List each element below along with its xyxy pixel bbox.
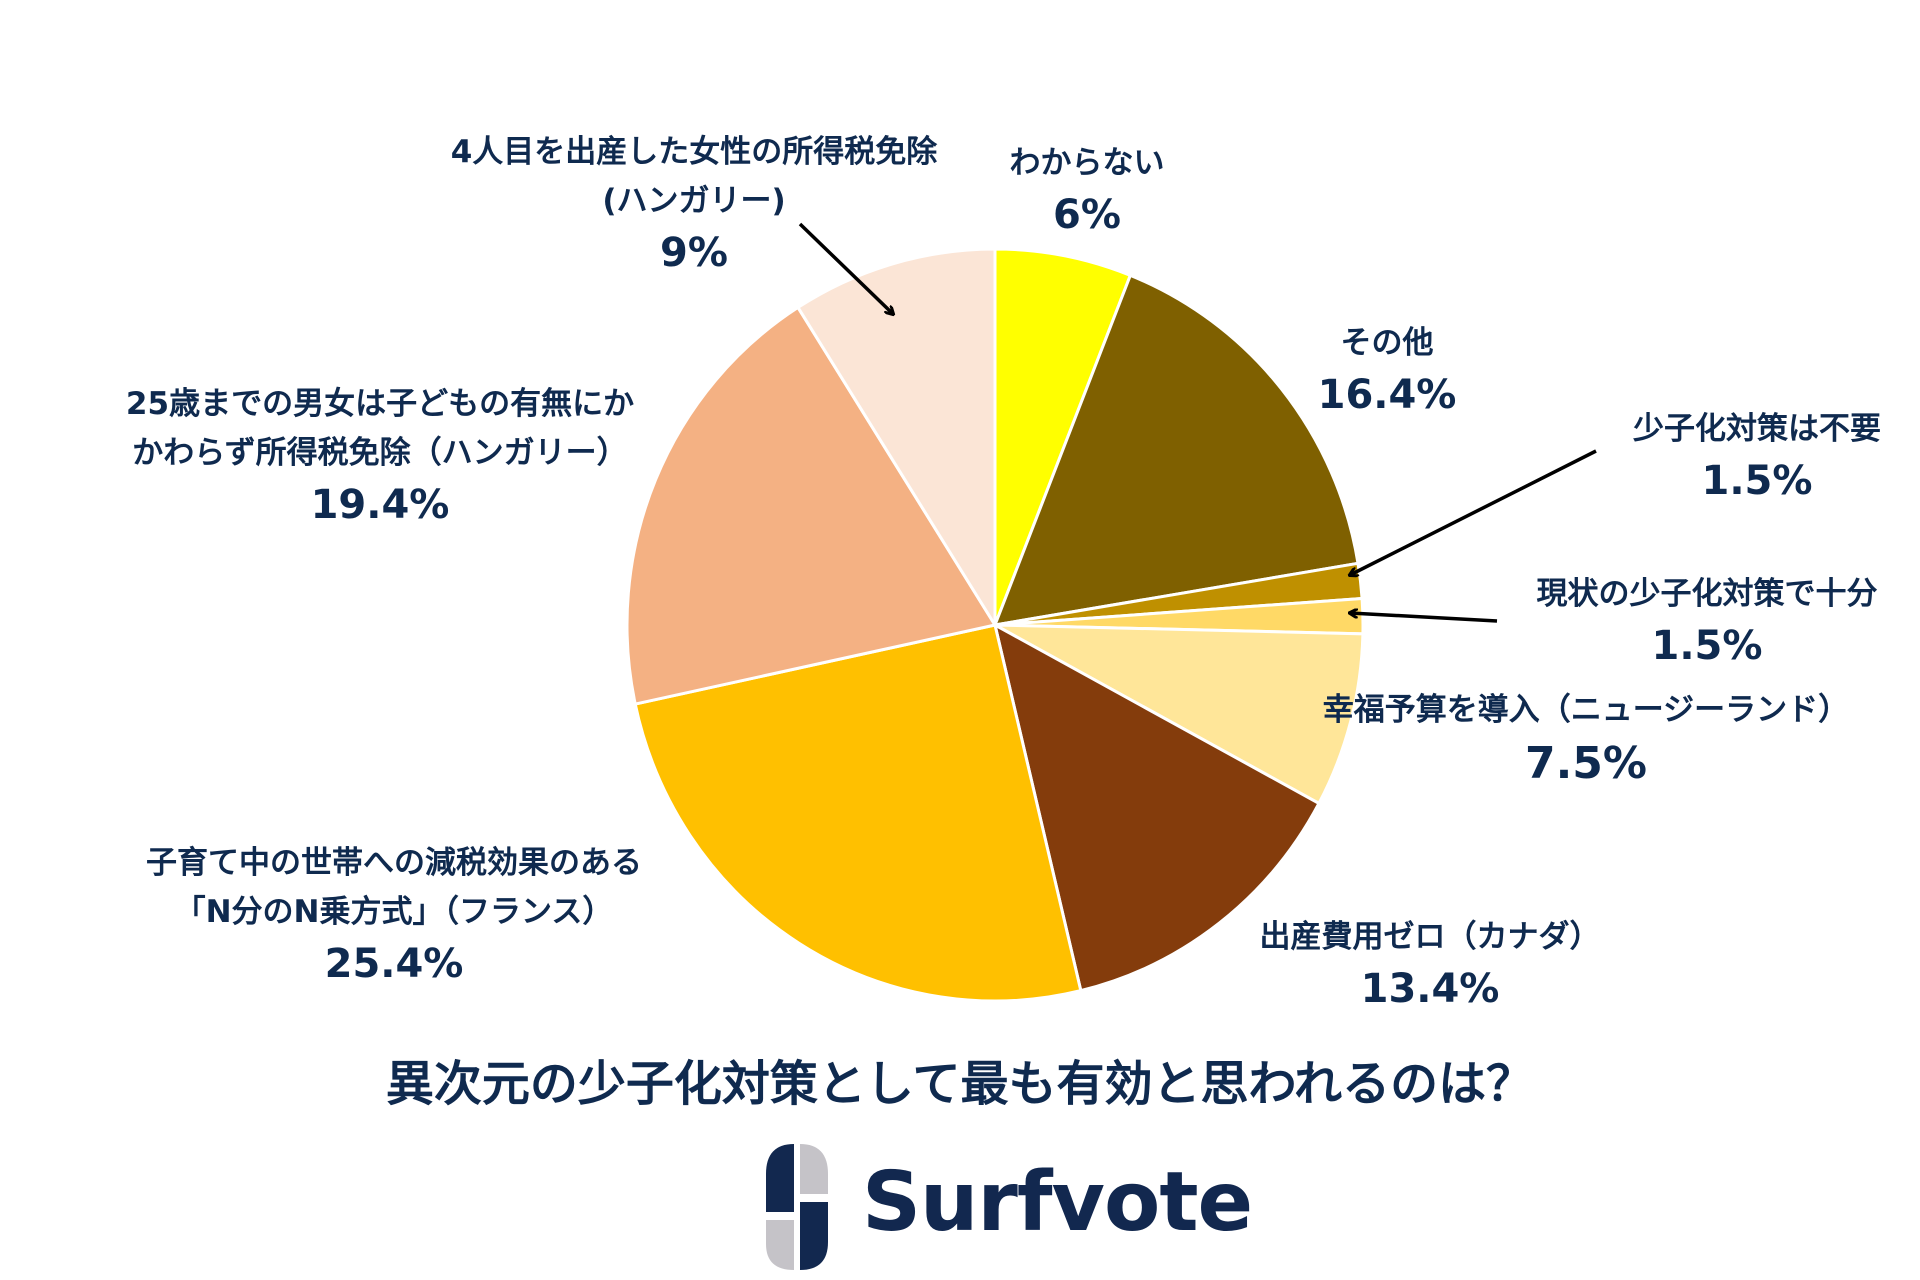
arrow-not-needed	[1350, 449, 1597, 575]
pie-slice	[625, 305, 998, 706]
arrow-enough	[1350, 613, 1498, 623]
label-percent: 1.5%	[1701, 458, 1813, 504]
label-percent: 16.4%	[1317, 372, 1457, 418]
label-text: 出産費用ゼロ（カナダ）	[1259, 919, 1601, 955]
pie-slice	[633, 623, 1083, 1003]
label-fuyou: 少子化対策は不要 1.5%	[1633, 411, 1881, 504]
label-percent: 6%	[1053, 192, 1121, 238]
label-percent: 19.4%	[310, 482, 450, 528]
surfvote-logo: Surfvote	[762, 1140, 1253, 1274]
pie-slice	[992, 622, 1321, 993]
label-text: 幸福予算を導入（ニュージーランド）	[1322, 692, 1850, 728]
pie-slice	[994, 623, 1365, 806]
label-text-line1: 25歳までの男女は子どもの有無にか	[125, 386, 635, 422]
label-wakaranai: わからない 6%	[1009, 145, 1165, 238]
label-text-line1: 4人目を出産した女性の所得税免除	[450, 134, 938, 170]
surfvote-logo-icon	[766, 1144, 828, 1270]
surfvote-logo-text: Surfvote	[862, 1155, 1253, 1250]
label-percent: 13.4%	[1360, 966, 1500, 1012]
pie-slices	[625, 247, 1365, 1003]
label-text: 少子化対策は不要	[1633, 411, 1881, 447]
label-percent: 9%	[660, 230, 728, 276]
pie-slice	[795, 247, 997, 631]
pie-slice	[992, 273, 1360, 627]
pie-slice	[993, 247, 1133, 626]
label-percent: 7.5%	[1524, 738, 1648, 789]
label-percent: 25.4%	[324, 941, 464, 987]
label-text-line2: (ハンガリー)	[602, 183, 786, 219]
label-percent: 1.5%	[1651, 623, 1763, 669]
label-text: 現状の少子化対策で十分	[1536, 576, 1878, 612]
label-fourth: 4人目を出産した女性の所得税免除 (ハンガリー) 9%	[450, 134, 938, 276]
label-text-line2: 「N分のN乗方式」（フランス）	[174, 894, 614, 930]
label-text: わからない	[1009, 145, 1165, 181]
label-text-line2: かわらず所得税免除（ハンガリー）	[132, 435, 628, 471]
label-text-line1: 子育て中の世帯への減税効果のある	[146, 845, 642, 881]
arrow-fourth-child	[798, 222, 893, 314]
label-sonota: その他 16.4%	[1317, 325, 1457, 418]
label-juubun: 現状の少子化対策で十分 1.5%	[1536, 576, 1878, 669]
chart-title: 異次元の少子化対策として最も有効と思われるのは？	[385, 1056, 1535, 1112]
label-age25: 25歳までの男女は子どもの有無にか かわらず所得税免除（ハンガリー） 19.4%	[125, 386, 635, 528]
label-koufuku: 幸福予算を導入（ニュージーランド） 7.5%	[1323, 695, 1849, 786]
label-text: その他	[1340, 325, 1434, 361]
label-nbun: 子育て中の世帯への減税効果のある 「N分のN乗方式」（フランス） 25.4%	[146, 845, 642, 987]
label-shussan: 出産費用ゼロ（カナダ） 13.4%	[1259, 919, 1601, 1012]
